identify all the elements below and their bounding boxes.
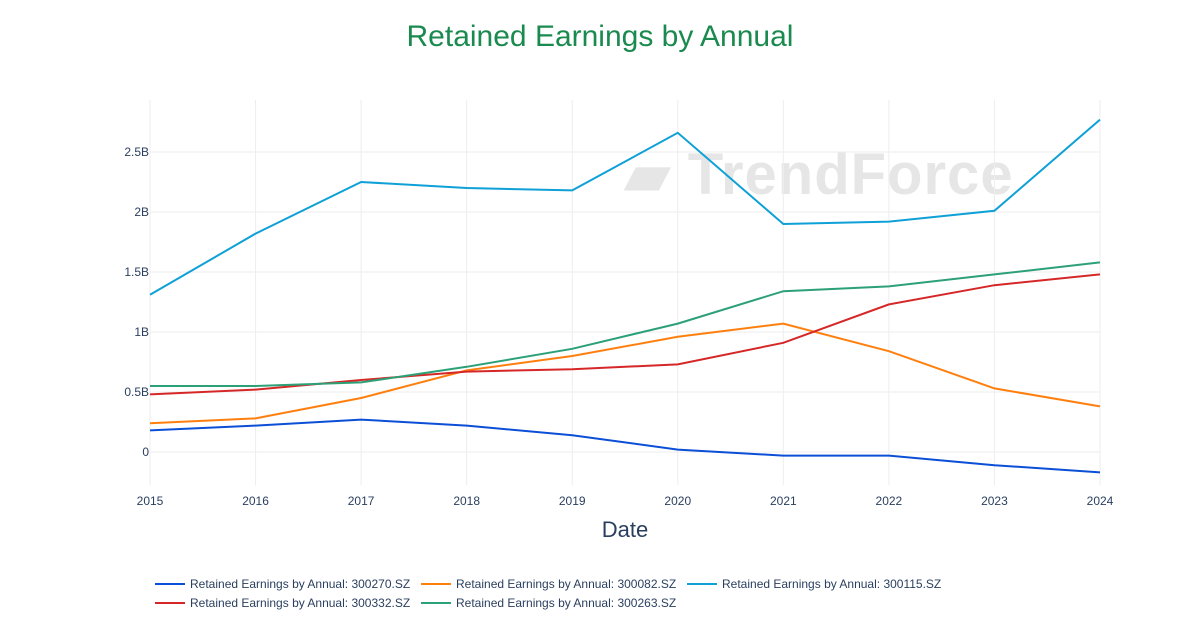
x-tick-label: 2021	[770, 494, 797, 508]
x-tick-label: 2018	[453, 494, 480, 508]
legend-swatch	[155, 602, 185, 604]
series-line-0	[149, 418, 1101, 474]
x-axis-label: Date	[601, 517, 649, 542]
legend-label: Retained Earnings by Annual: 300115.SZ	[722, 577, 942, 591]
x-tick-label: 2020	[664, 494, 691, 508]
legend-item[interactable]: Retained Earnings by Annual: 300115.SZ	[687, 577, 941, 591]
legend-item[interactable]: Retained Earnings by Annual: 300332.SZ	[155, 596, 410, 610]
legend-item[interactable]: Retained Earnings by Annual: 300270.SZ	[155, 577, 410, 591]
x-tick-label: 2015	[137, 494, 164, 508]
legend-swatch	[421, 602, 451, 604]
y-tick-label: 1B	[134, 325, 149, 339]
legend-label: Retained Earnings by Annual: 300082.SZ	[456, 577, 677, 591]
legend-swatch	[155, 583, 185, 585]
y-tick-label: 2.5B	[124, 145, 149, 159]
x-tick-label: 2016	[242, 494, 269, 508]
series-line-1	[149, 322, 1101, 425]
legend-item[interactable]: Retained Earnings by Annual: 300263.SZ	[421, 596, 676, 610]
legend-item[interactable]: Retained Earnings by Annual: 300082.SZ	[421, 577, 676, 591]
chart-title: Retained Earnings by Annual	[406, 20, 794, 53]
watermark-logo: ▰ TrendForce	[625, 142, 1014, 207]
series-line-2	[149, 118, 1101, 296]
y-tick-label: 0	[142, 445, 149, 459]
y-tick-label: 2B	[134, 205, 149, 219]
legend-swatch	[421, 583, 451, 585]
x-tick-label: 2023	[981, 494, 1008, 508]
x-tick-label: 2017	[348, 494, 375, 508]
series-line-4	[150, 261, 1101, 387]
y-tick-label: 1.5B	[124, 265, 149, 279]
y-tick-label: 0.5B	[124, 385, 149, 399]
x-tick-label: 2022	[876, 494, 903, 508]
legend-label: Retained Earnings by Annual: 300332.SZ	[190, 596, 411, 610]
legend-label: Retained Earnings by Annual: 300270.SZ	[190, 577, 411, 591]
x-tick-label: 2024	[1087, 494, 1114, 508]
x-tick-label: 2019	[559, 494, 586, 508]
legend-swatch	[687, 583, 717, 585]
legend-label: Retained Earnings by Annual: 300263.SZ	[456, 596, 677, 610]
